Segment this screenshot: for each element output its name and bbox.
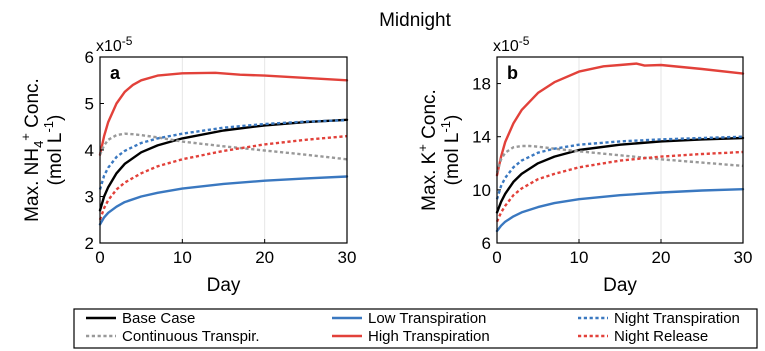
series-line-cont [98,132,348,161]
y-axis-label: Max. K+ Conc. [415,89,440,211]
series-line-high [495,62,745,177]
series-line-night_r [495,150,744,223]
x-tick-label: 10 [173,248,192,267]
panel-label: b [507,63,518,83]
y-tick-label: 14 [472,128,491,147]
panel-label: a [110,63,121,83]
y-tick-label: 10 [472,181,491,200]
legend-label-cont: Continuous Transpir. [122,328,260,345]
axis-exponent-label: x10-5 [493,34,530,55]
x-axis-label: Day [603,275,637,296]
x-tick-label: 0 [492,248,501,267]
y-tick-label: 3 [85,188,94,207]
x-tick-label: 30 [338,248,357,267]
series-line-cont [495,144,744,173]
chart-panel-b: 0 10 20 30 6 10 14 18 x10-5 b Day Max. K+ Conc.(mol… [415,34,752,296]
legend-label-low: Low Transpiration [368,310,486,327]
series-line-base [98,118,349,212]
x-tick-label: 10 [570,248,589,267]
y-tick-label: 6 [482,234,491,253]
legend-label-night_t: Night Transpiration [614,310,740,327]
y-tick-label: 18 [472,75,491,94]
x-axis-label: Day [207,275,241,296]
series-line-night_r [98,134,348,221]
legend-label-base: Base Case [122,310,195,327]
x-tick-label: 0 [95,248,104,267]
legend-label-night_r: Night Release [614,328,708,345]
y-axis-label: Max. NH4+ Conc. [18,78,46,222]
series-line-low [98,175,349,226]
y-tick-label: 6 [85,48,94,67]
x-tick-label: 20 [652,248,671,267]
x-tick-label: 20 [255,248,274,267]
y-tick-label: 4 [85,141,94,160]
series-line-high [98,71,349,156]
y-axis-label-units: (mol L-1) [41,115,66,186]
legend-label-high: High Transpiration [368,328,490,345]
axis-exponent-label: x10-5 [96,34,133,55]
axes-box [99,56,348,244]
series-line-base [495,136,745,214]
axes-box [496,56,744,244]
x-tick-label: 30 [734,248,753,267]
figure-title: Midnight [379,10,452,31]
series-line-low [495,187,745,233]
y-tick-label: 2 [85,234,94,253]
series-line-night_t [98,119,348,190]
y-tick-label: 5 [85,95,94,114]
legend-box [73,308,758,349]
y-axis-label-units: (mol L-1) [438,115,463,186]
